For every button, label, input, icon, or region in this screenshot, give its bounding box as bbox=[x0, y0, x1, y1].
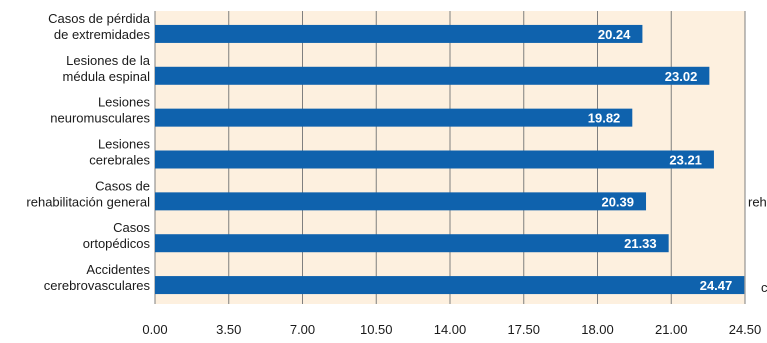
category-label: Accidentes bbox=[86, 262, 150, 277]
bar bbox=[155, 24, 643, 43]
category-label: médula espinal bbox=[63, 69, 151, 84]
category-label: de extremidades bbox=[54, 27, 151, 42]
category-label: Casos de pérdida bbox=[48, 11, 151, 26]
bar bbox=[155, 108, 633, 127]
x-tick-label: 14.00 bbox=[434, 322, 467, 337]
x-tick-label: 3.50 bbox=[216, 322, 241, 337]
x-tick-label: 7.00 bbox=[290, 322, 315, 337]
bar bbox=[155, 192, 647, 211]
category-label: cerebrovasculares bbox=[44, 278, 151, 293]
x-tick-label: 10.50 bbox=[360, 322, 393, 337]
x-tick-label: 0.00 bbox=[142, 322, 167, 337]
category-label: ortopédicos bbox=[83, 236, 151, 251]
bar-value-label: 20.24 bbox=[598, 27, 631, 42]
bar-value-label: 20.39 bbox=[601, 194, 634, 209]
bar-value-label: 19.82 bbox=[588, 111, 621, 126]
category-label: Casos bbox=[113, 220, 150, 235]
category-label: Lesiones de la bbox=[66, 53, 151, 68]
bar bbox=[155, 66, 710, 85]
bar-value-label: 24.47 bbox=[700, 278, 733, 293]
bars: 20.24 23.02 19.82 23.21 20.39 21.33 24.47 bbox=[155, 24, 745, 295]
category-label: rehabilitación general bbox=[26, 194, 150, 209]
x-tick-labels: 0.00 3.50 7.00 10.50 14.00 17.50 18.00 21.00 24.… bbox=[142, 322, 761, 337]
x-tick-label: 24.50 bbox=[729, 322, 762, 337]
x-tick-label: 21.00 bbox=[655, 322, 688, 337]
category-label: Lesiones bbox=[98, 137, 151, 152]
bar-value-label: 23.02 bbox=[665, 69, 698, 84]
category-label: neuromusculares bbox=[50, 111, 150, 126]
clipped-side-label-upper: reh bbox=[748, 194, 767, 209]
x-tick-label: 18.00 bbox=[581, 322, 614, 337]
bar bbox=[155, 276, 745, 295]
category-label: cerebrales bbox=[89, 153, 150, 168]
bar bbox=[155, 234, 669, 253]
x-tick-label: 17.50 bbox=[507, 322, 540, 337]
bar-value-label: 21.33 bbox=[624, 236, 657, 251]
bar-value-label: 23.21 bbox=[669, 153, 702, 168]
category-label: Lesiones bbox=[98, 95, 151, 110]
category-label: Casos de bbox=[95, 178, 150, 193]
clipped-side-label-lower: c bbox=[761, 280, 767, 295]
bar bbox=[155, 150, 714, 169]
